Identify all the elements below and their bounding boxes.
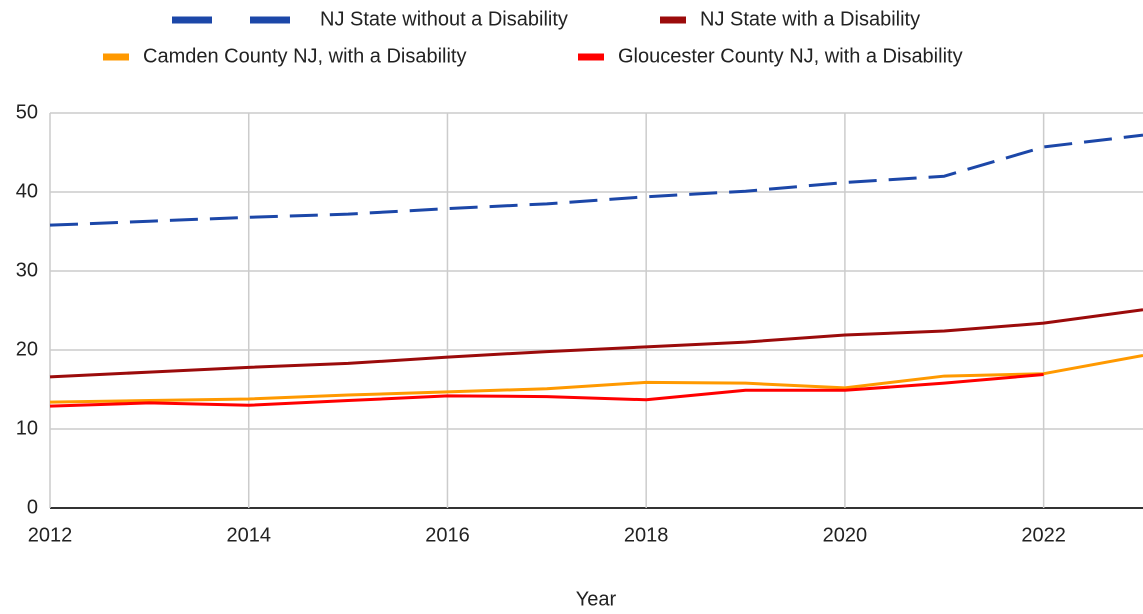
line-series	[49, 372, 1044, 408]
y-tick-label: 20	[16, 338, 38, 360]
y-tick-label: 50	[16, 101, 38, 123]
x-axis-label: Year	[576, 588, 617, 610]
legend-label: Camden County NJ, with a Disability	[143, 45, 466, 67]
y-tick-label: 0	[27, 496, 38, 518]
x-tick-label: 2020	[823, 524, 868, 546]
line-series	[49, 354, 1143, 404]
line-series	[49, 308, 1143, 379]
y-tick-label: 30	[16, 259, 38, 281]
x-tick-label: 2016	[425, 524, 470, 546]
y-tick-label: 40	[16, 180, 38, 202]
line-series	[49, 133, 1143, 227]
x-tick-label: 2022	[1021, 524, 1066, 546]
legend-label: NJ State without a Disability	[320, 8, 568, 30]
y-tick-label: 10	[16, 417, 38, 439]
x-tick-label: 2012	[28, 524, 73, 546]
legend-label: Gloucester County NJ, with a Disability	[618, 45, 963, 67]
x-tick-label: 2014	[226, 524, 271, 546]
x-tick-label: 2018	[624, 524, 669, 546]
legend-label: NJ State with a Disability	[700, 8, 920, 30]
